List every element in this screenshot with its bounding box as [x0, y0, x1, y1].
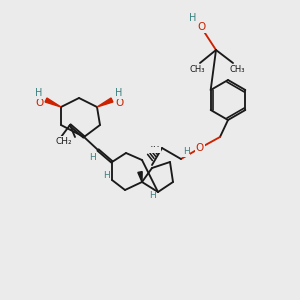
Text: CH₂: CH₂: [56, 136, 72, 146]
Text: H: H: [90, 152, 96, 161]
Text: H: H: [115, 88, 123, 98]
Polygon shape: [45, 98, 61, 107]
Text: O: O: [35, 98, 43, 108]
Text: CH₃: CH₃: [229, 64, 245, 74]
Text: O: O: [196, 143, 204, 153]
Text: O: O: [115, 98, 123, 108]
Text: H: H: [189, 13, 197, 23]
Text: H: H: [183, 148, 189, 157]
Text: H: H: [103, 170, 110, 179]
Polygon shape: [138, 172, 142, 182]
Text: O: O: [197, 22, 205, 32]
Text: ···: ···: [150, 142, 160, 152]
Text: CH₃: CH₃: [189, 64, 205, 74]
Text: H: H: [148, 191, 155, 200]
Polygon shape: [97, 98, 113, 107]
Text: H: H: [35, 88, 43, 98]
